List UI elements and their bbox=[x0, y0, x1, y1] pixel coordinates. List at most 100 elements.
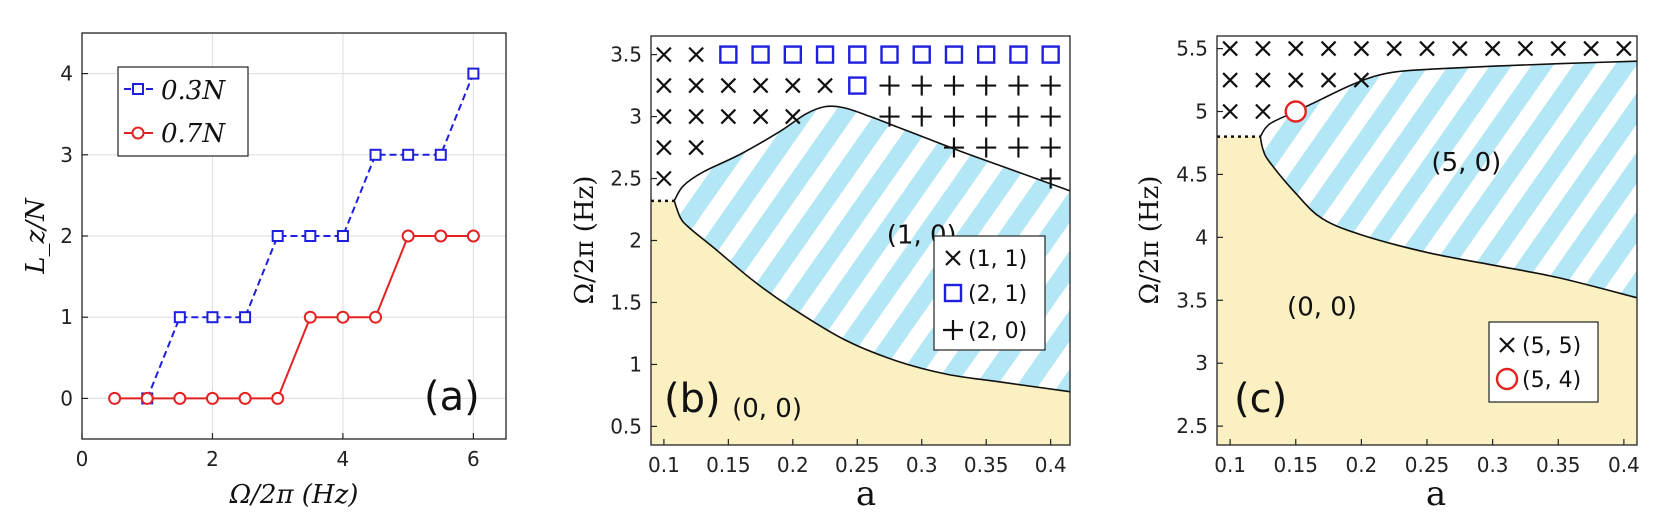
data-point-0-3N bbox=[304, 230, 317, 242]
panel-a-series bbox=[108, 67, 480, 405]
marker-1-1 bbox=[752, 77, 769, 94]
marker-2-0 bbox=[911, 106, 932, 127]
marker-2-0 bbox=[1040, 75, 1061, 96]
marker-2-1 bbox=[848, 76, 867, 95]
data-point-0-3N bbox=[336, 230, 349, 242]
x-marker-stroke bbox=[720, 77, 737, 94]
marker-5-5 bbox=[1255, 72, 1271, 88]
data-point-0-7N bbox=[271, 391, 285, 405]
marker-2-0 bbox=[1040, 168, 1061, 189]
panel-a: 0 2 4 6 0 1 2 3 4 0.3N 0.7N (a) Ω/2π (Hz) L_z/N bbox=[21, 32, 507, 510]
x-marker-stroke bbox=[785, 108, 801, 125]
x-tick-label: 0.2 bbox=[777, 453, 809, 477]
y-tick-label: 3 bbox=[60, 143, 73, 167]
marker-1-1 bbox=[688, 139, 704, 156]
y-tick-label: 3 bbox=[1195, 351, 1208, 375]
panel-c-legend: (5, 5) (5, 4) bbox=[1488, 321, 1599, 403]
marker-5-5 bbox=[1517, 40, 1534, 57]
marker-1-1 bbox=[656, 108, 672, 125]
x-marker-stroke bbox=[1287, 72, 1304, 88]
x-marker-stroke bbox=[1222, 103, 1238, 120]
marker-2-1 bbox=[815, 45, 835, 64]
x-tick-label: 6 bbox=[467, 447, 480, 471]
panel-c: 0.1 0.15 0.2 0.25 0.3 0.35 0.42.533.544.555.5 … bbox=[1135, 35, 1640, 513]
marker-5-5 bbox=[1320, 72, 1337, 88]
x-marker-stroke bbox=[1255, 72, 1271, 88]
panel-b: 0.1 0.15 0.2 0.25 0.3 0.35 0.40.511.522.533.5 … bbox=[570, 35, 1071, 513]
marker-1-1 bbox=[656, 139, 672, 156]
square-marker-shape bbox=[848, 76, 867, 95]
marker-1-1 bbox=[785, 108, 801, 125]
data-point-0-3N bbox=[239, 311, 252, 324]
square-marker-shape bbox=[880, 45, 899, 64]
marker-1-1 bbox=[656, 170, 672, 187]
marker-1-1 bbox=[688, 46, 704, 63]
panel-a-xlabel: Ω/2π (Hz) bbox=[229, 480, 359, 510]
x-marker-stroke bbox=[1222, 72, 1238, 88]
square-marker-shape bbox=[1041, 45, 1060, 64]
x-marker-stroke bbox=[656, 170, 672, 187]
x-tick-label: 0.1 bbox=[648, 453, 680, 477]
marker-5-5 bbox=[1222, 40, 1238, 57]
marker-2-1 bbox=[1041, 45, 1060, 64]
marker-5-5 bbox=[1320, 40, 1337, 57]
marker-5-5 bbox=[1255, 40, 1271, 57]
x-tick-label: 0.25 bbox=[835, 453, 880, 477]
x-marker-stroke bbox=[1484, 40, 1501, 57]
panel-c-tick-labels: 0.1 0.15 0.2 0.25 0.3 0.35 0.4 2.5 3 3.5 4 4.5 5 5.5 bbox=[1176, 37, 1640, 477]
marker-1-1 bbox=[656, 46, 672, 63]
square-marker-shape bbox=[912, 45, 931, 64]
marker-2-0 bbox=[879, 106, 900, 127]
x-marker-stroke bbox=[1320, 40, 1337, 57]
marker-2-0 bbox=[976, 106, 997, 127]
x-tick-label: 0.4 bbox=[1608, 453, 1640, 477]
marker-5-5 bbox=[1386, 40, 1402, 57]
data-point-0-3N bbox=[173, 311, 186, 324]
legend-label-0-7N: 0.7N bbox=[161, 119, 226, 149]
x-marker-stroke bbox=[1550, 40, 1567, 57]
data-point-0-7N bbox=[108, 391, 122, 405]
x-marker-stroke bbox=[752, 77, 769, 94]
marker-5-5 bbox=[1550, 40, 1567, 57]
panel-c-markers bbox=[1222, 40, 1632, 123]
square-marker-shape bbox=[815, 45, 835, 64]
x-marker-stroke bbox=[656, 108, 672, 125]
marker-5-5 bbox=[1353, 40, 1370, 57]
y-tick-label: 1 bbox=[629, 352, 642, 376]
x-marker-stroke bbox=[656, 46, 672, 63]
marker-2-1 bbox=[944, 45, 964, 64]
marker-2-0 bbox=[1040, 137, 1061, 158]
data-point-0-3N bbox=[402, 148, 415, 161]
marker-2-1 bbox=[783, 45, 803, 64]
y-tick-label: 2.5 bbox=[610, 167, 642, 191]
panel-b-legend: (1, 1) (2, 1) (2, 0) bbox=[933, 235, 1046, 351]
y-tick-label: 1.5 bbox=[610, 290, 642, 314]
panel-a-label: (a) bbox=[424, 374, 480, 420]
marker-2-0 bbox=[1008, 106, 1029, 127]
marker-1-1 bbox=[688, 108, 704, 125]
x-marker-stroke bbox=[1353, 72, 1370, 88]
y-tick-label: 2.5 bbox=[1176, 414, 1208, 438]
data-point-0-3N bbox=[369, 148, 382, 161]
x-marker-stroke bbox=[1452, 40, 1468, 57]
x-marker-stroke bbox=[1616, 40, 1632, 57]
data-point-0-7N bbox=[401, 229, 415, 243]
x-tick-label: 0.2 bbox=[1345, 453, 1377, 477]
circle-marker-shape bbox=[1284, 100, 1307, 123]
panel-b-region-label-0-0: (0, 0) bbox=[732, 394, 802, 424]
x-marker-stroke bbox=[1517, 40, 1534, 57]
x-tick-label: 0.35 bbox=[964, 453, 1009, 477]
marker-5-5 bbox=[1222, 72, 1238, 88]
panel-c-label: (c) bbox=[1234, 376, 1287, 422]
y-tick-label: 3.5 bbox=[610, 43, 642, 67]
x-marker-stroke bbox=[688, 77, 704, 94]
y-tick-label: 5.5 bbox=[1176, 37, 1208, 61]
legend-marker-plus bbox=[943, 320, 963, 340]
legend-marker-square bbox=[132, 83, 144, 95]
marker-5-5 bbox=[1583, 40, 1599, 57]
square-marker-shape bbox=[1009, 45, 1028, 64]
legend-marker-circle bbox=[131, 126, 145, 140]
data-point-0-7N bbox=[369, 310, 383, 324]
marker-5-5 bbox=[1452, 40, 1468, 57]
